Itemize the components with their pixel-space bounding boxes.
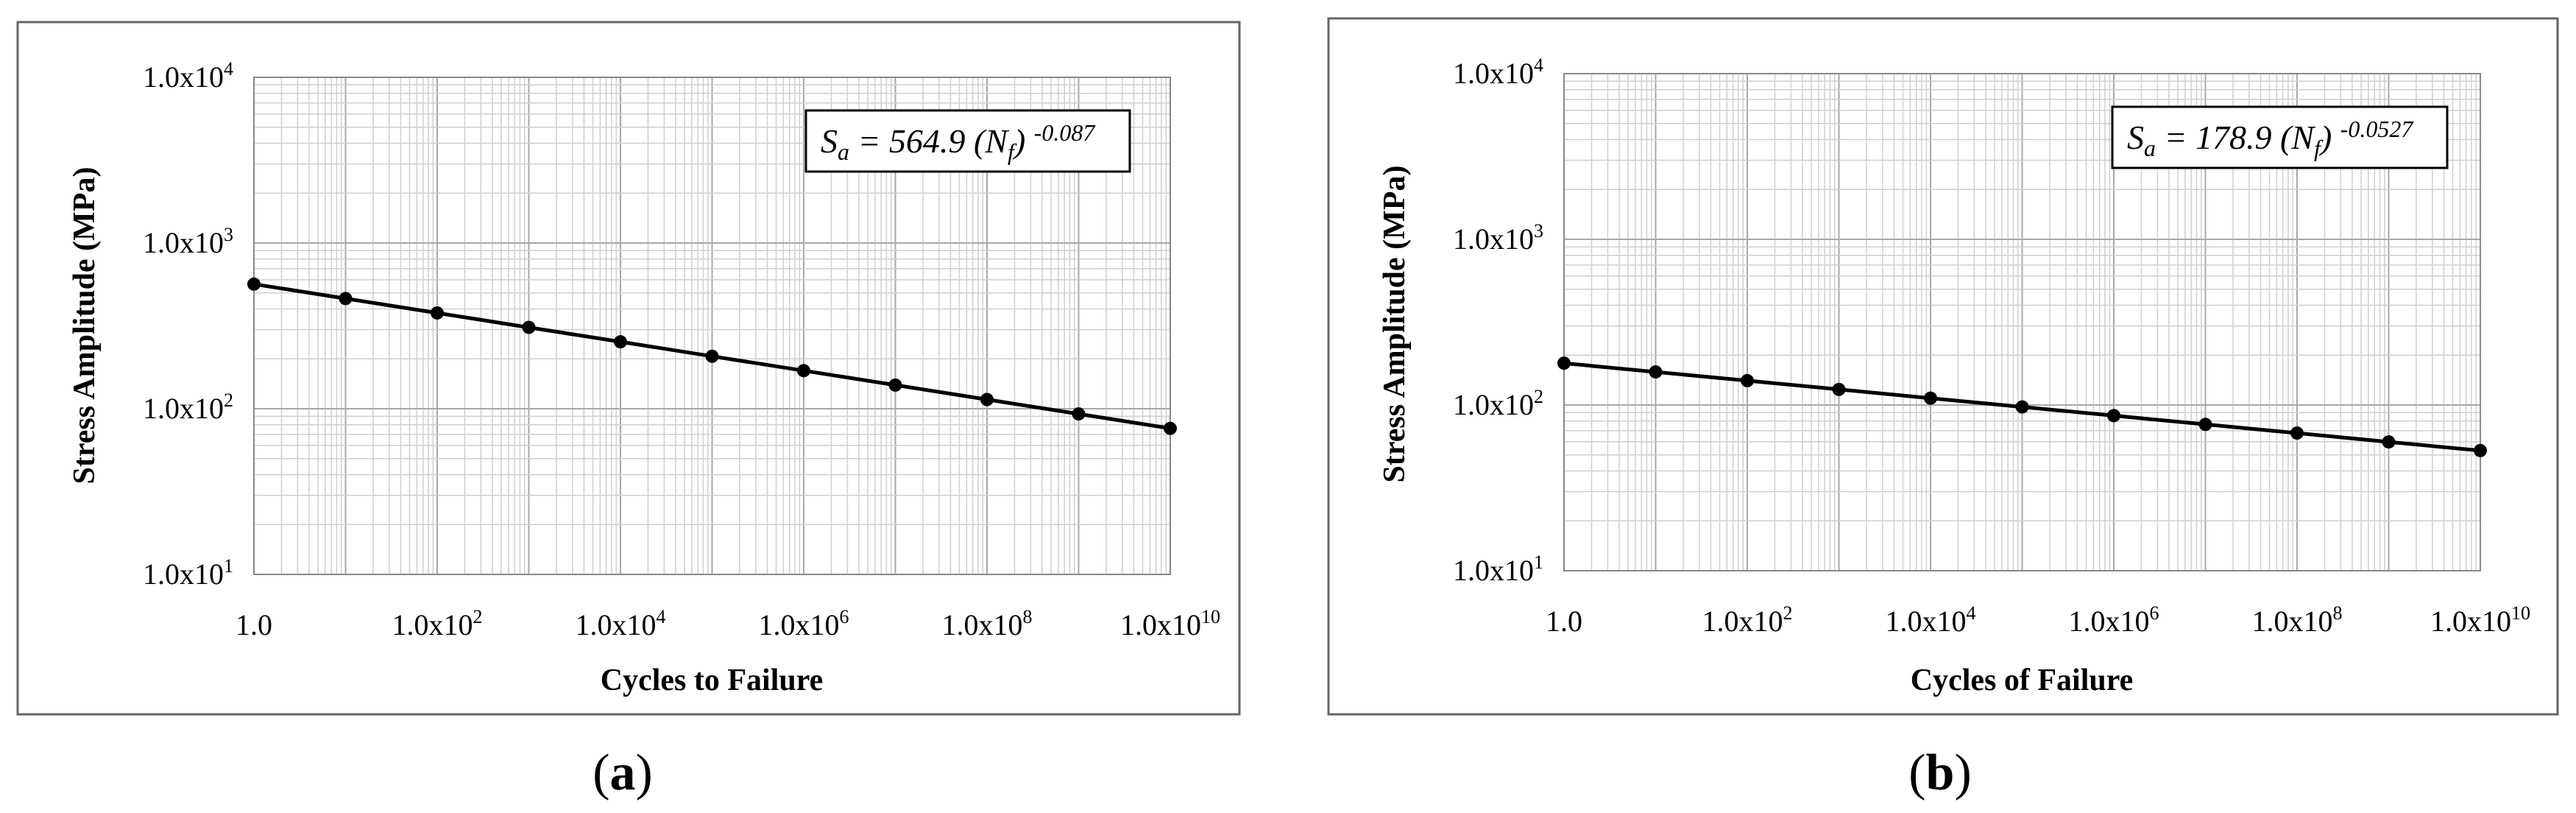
chart-a-y-tick-2: 1.0x102	[143, 390, 233, 425]
chart-b-equation-box: Sa = 178.9 (Nf) -0.0527	[2111, 105, 2449, 169]
chart-a-data-point	[522, 320, 536, 334]
chart-a-x-tick-2: 1.0x102	[392, 606, 483, 641]
chart-b-equation-frame	[2111, 105, 2449, 169]
chart-b-data-point	[2198, 418, 2212, 432]
chart-a-y-ticks: 1.0x101 1.0x102 1.0x103 1.0x104	[143, 58, 233, 591]
chart-a-panel-label: (a)	[592, 745, 653, 801]
chart-a-x-ticks: 1.0 1.0x102 1.0x104 1.0x106 1.0x108 1.0x…	[236, 606, 1220, 641]
chart-b-x-tick-6: 1.0x106	[2069, 602, 2159, 638]
chart-b-plot-area	[1563, 73, 2481, 571]
chart-b-data-point	[2474, 443, 2487, 457]
chart-a-data-point	[1072, 407, 1086, 421]
chart-b-data-point	[1649, 365, 1663, 379]
chart-b-x-tick-4: 1.0x104	[1886, 602, 1976, 638]
chart-a-series-line	[247, 277, 1177, 435]
chart-b-series-line	[1557, 356, 2487, 457]
chart-b-data-point	[1832, 382, 1846, 396]
chart-b-x-axis-title: Cycles of Failure	[1911, 664, 2134, 697]
chart-a-equation: Sa = 564.9 (Nf) -0.087	[821, 119, 1096, 165]
chart-a-data-point	[980, 393, 994, 406]
chart-a-x-tick-10: 1.0x1010	[1120, 606, 1220, 641]
chart-a-y-tick-1: 1.0x101	[143, 555, 233, 591]
chart-a-x-tick-8: 1.0x108	[942, 606, 1033, 641]
chart-a-y-tick-3: 1.0x103	[143, 224, 233, 259]
chart-b-data-point	[2107, 409, 2120, 423]
chart-a-data-point	[614, 335, 627, 349]
chart-a-equation-frame	[804, 109, 1131, 173]
chart-a-plot-area	[253, 77, 1171, 575]
chart-a: 1.0x101 1.0x102 1.0x103 1.0x104 1.0 1.0x…	[16, 21, 1241, 801]
chart-b-y-tick-4: 1.0x104	[1453, 54, 1543, 90]
chart-a-x-tick-4: 1.0x104	[576, 606, 666, 641]
chart-a-data-point	[339, 292, 353, 306]
chart-a-data-point	[431, 306, 444, 320]
chart-b-x-tick-0: 1.0	[1546, 605, 1582, 638]
chart-b-y-axis-title: Stress Amplitude (MPa)	[1378, 166, 1412, 483]
chart-b-data-point	[2290, 426, 2304, 440]
chart-b-data-point	[2015, 400, 2029, 414]
chart-b-x-tick-2: 1.0x102	[1702, 602, 1793, 638]
chart-b-equation: Sa = 178.9 (Nf) -0.0527	[2127, 116, 2414, 161]
chart-a-x-tick-6: 1.0x106	[759, 606, 849, 641]
chart-b-data-point	[1924, 391, 1937, 405]
chart-a-data-point	[247, 277, 261, 291]
chart-b-data-point	[2382, 435, 2396, 449]
chart-b-data-point	[1557, 356, 1571, 370]
chart-b-y-tick-1: 1.0x101	[1453, 552, 1543, 587]
chart-b-x-tick-10: 1.0x1010	[2430, 602, 2530, 638]
chart-a-data-point	[888, 378, 902, 392]
chart-a-equation-box: Sa = 564.9 (Nf) -0.087	[804, 109, 1131, 173]
chart-b-data-point	[1741, 373, 1754, 387]
chart-b-panel-label: (b)	[1908, 745, 1972, 801]
chart-b-y-ticks: 1.0x101 1.0x102 1.0x103 1.0x104	[1453, 54, 1543, 587]
chart-a-y-tick-4: 1.0x104	[143, 58, 233, 94]
chart-b-x-tick-8: 1.0x108	[2252, 602, 2343, 638]
chart-a-data-point	[705, 349, 719, 363]
chart-b: 1.0x101 1.0x102 1.0x103 1.0x104 1.0 1.0x…	[1327, 17, 2559, 801]
chart-a-x-tick-0: 1.0	[236, 608, 272, 641]
chart-b-y-tick-2: 1.0x102	[1453, 386, 1543, 421]
chart-a-y-axis-title: Stress Amplitude (MPa)	[68, 167, 102, 485]
chart-a-x-axis-title: Cycles to Failure	[601, 664, 824, 697]
chart-b-x-ticks: 1.0 1.0x102 1.0x104 1.0x106 1.0x108 1.0x…	[1546, 602, 2530, 638]
chart-a-data-point	[1164, 421, 1177, 435]
chart-a-data-point	[797, 364, 810, 378]
chart-b-y-tick-3: 1.0x103	[1453, 220, 1543, 256]
